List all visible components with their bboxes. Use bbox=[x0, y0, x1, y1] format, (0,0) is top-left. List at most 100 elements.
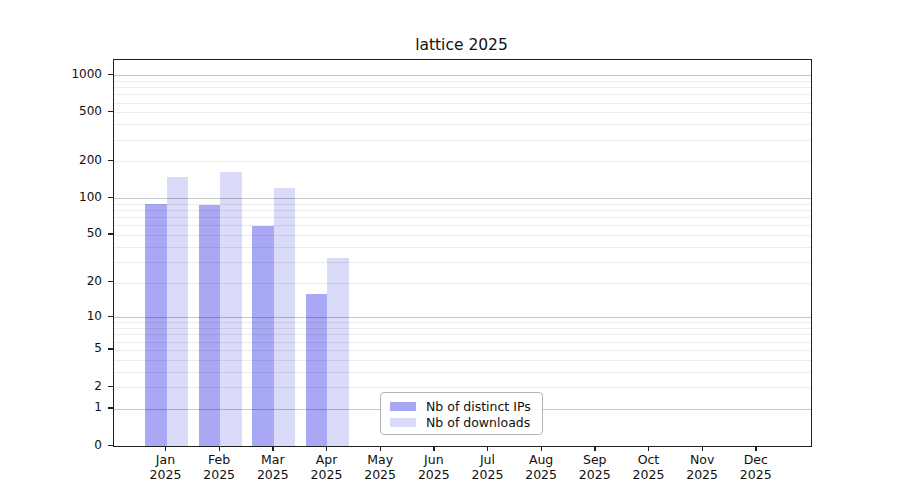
bar-downloads-feb bbox=[220, 172, 242, 446]
y-tick-label: 0 bbox=[44, 438, 102, 453]
gridline-minor bbox=[114, 112, 811, 113]
gridline-minor bbox=[114, 328, 811, 329]
y-tick-mark bbox=[108, 281, 113, 282]
y-tick-mark bbox=[108, 445, 113, 446]
gridline-minor bbox=[114, 87, 811, 88]
x-tick-mark bbox=[702, 446, 703, 451]
figure: lattice 2025 01251020501002005001000Jan2… bbox=[0, 0, 900, 500]
x-tick-year: 2025 bbox=[513, 468, 569, 483]
x-tick-month: Mar bbox=[245, 453, 301, 468]
y-tick-label: 200 bbox=[44, 153, 102, 168]
gridline-minor bbox=[114, 124, 811, 125]
x-tick-month: Sep bbox=[567, 453, 623, 468]
x-tick-label: Feb2025 bbox=[191, 453, 247, 482]
x-tick-month: Nov bbox=[674, 453, 730, 468]
y-tick-mark bbox=[108, 197, 113, 198]
x-tick-year: 2025 bbox=[459, 468, 515, 483]
x-tick-mark bbox=[219, 446, 220, 451]
y-tick-label: 1 bbox=[44, 400, 102, 415]
x-tick-year: 2025 bbox=[674, 468, 730, 483]
y-tick-label: 5 bbox=[44, 341, 102, 356]
gridline-major bbox=[114, 75, 811, 76]
gridline-minor bbox=[114, 225, 811, 226]
x-tick-label: May2025 bbox=[352, 453, 408, 482]
x-tick-year: 2025 bbox=[138, 468, 194, 483]
x-tick-label: Jan2025 bbox=[138, 453, 194, 482]
y-tick-mark bbox=[108, 74, 113, 75]
y-tick-mark bbox=[108, 111, 113, 112]
x-tick-label: Nov2025 bbox=[674, 453, 730, 482]
y-tick-mark bbox=[108, 233, 113, 234]
x-tick-month: Dec bbox=[728, 453, 784, 468]
gridline-minor bbox=[114, 247, 811, 248]
y-tick-mark bbox=[108, 316, 113, 317]
gridline-minor bbox=[114, 283, 811, 284]
x-tick-label: Oct2025 bbox=[620, 453, 676, 482]
y-tick-mark bbox=[108, 160, 113, 161]
y-tick-mark bbox=[108, 407, 113, 408]
y-tick-label: 2 bbox=[44, 379, 102, 394]
x-tick-month: Jul bbox=[459, 453, 515, 468]
gridline-minor bbox=[114, 372, 811, 373]
x-tick-mark bbox=[594, 446, 595, 451]
legend-swatch-downloads bbox=[390, 418, 416, 427]
x-tick-mark bbox=[272, 446, 273, 451]
legend-label: Nb of downloads bbox=[426, 415, 530, 430]
x-tick-label: Sep2025 bbox=[567, 453, 623, 482]
gridline-minor bbox=[114, 140, 811, 141]
gridline-minor bbox=[114, 350, 811, 351]
x-tick-month: Oct bbox=[620, 453, 676, 468]
x-tick-mark bbox=[380, 446, 381, 451]
x-tick-month: Feb bbox=[191, 453, 247, 468]
gridline-minor bbox=[114, 94, 811, 95]
gridline-minor bbox=[114, 334, 811, 335]
y-tick-mark bbox=[108, 386, 113, 387]
x-tick-month: Apr bbox=[298, 453, 354, 468]
legend-swatch-distinct-ips bbox=[390, 402, 416, 411]
x-tick-month: May bbox=[352, 453, 408, 468]
x-tick-year: 2025 bbox=[620, 468, 676, 483]
x-tick-month: Aug bbox=[513, 453, 569, 468]
x-tick-label: Mar2025 bbox=[245, 453, 301, 482]
gridline-minor bbox=[114, 210, 811, 211]
x-tick-year: 2025 bbox=[298, 468, 354, 483]
x-tick-label: Dec2025 bbox=[728, 453, 784, 482]
y-tick-label: 500 bbox=[44, 104, 102, 119]
x-tick-mark bbox=[648, 446, 649, 451]
gridline-minor bbox=[114, 103, 811, 104]
x-tick-year: 2025 bbox=[406, 468, 462, 483]
gridline-minor bbox=[114, 342, 811, 343]
bar-downloads-apr bbox=[327, 258, 349, 446]
x-tick-label: Apr2025 bbox=[298, 453, 354, 482]
gridline-minor bbox=[114, 235, 811, 236]
gridline-minor bbox=[114, 81, 811, 82]
x-tick-month: Jun bbox=[406, 453, 462, 468]
gridline-minor bbox=[114, 262, 811, 263]
gridline-minor bbox=[114, 217, 811, 218]
legend-label: Nb of distinct IPs bbox=[426, 399, 531, 414]
gridline-minor bbox=[114, 204, 811, 205]
x-tick-year: 2025 bbox=[245, 468, 301, 483]
x-tick-label: Jul2025 bbox=[459, 453, 515, 482]
y-tick-label: 100 bbox=[44, 190, 102, 205]
gridline-major bbox=[114, 198, 811, 199]
x-tick-mark bbox=[326, 446, 327, 451]
y-tick-label: 50 bbox=[44, 226, 102, 241]
y-tick-label: 10 bbox=[44, 309, 102, 324]
x-tick-mark bbox=[165, 446, 166, 451]
bar-distinct-ips-mar bbox=[252, 226, 274, 446]
x-tick-mark bbox=[755, 446, 756, 451]
gridline-minor bbox=[114, 387, 811, 388]
x-tick-year: 2025 bbox=[352, 468, 408, 483]
x-tick-year: 2025 bbox=[567, 468, 623, 483]
x-tick-label: Jun2025 bbox=[406, 453, 462, 482]
y-tick-label: 20 bbox=[44, 274, 102, 289]
gridline-minor bbox=[114, 161, 811, 162]
legend-row: Nb of distinct IPs bbox=[390, 398, 533, 414]
legend: Nb of distinct IPsNb of downloads bbox=[380, 392, 543, 435]
x-tick-mark bbox=[541, 446, 542, 451]
x-tick-year: 2025 bbox=[191, 468, 247, 483]
x-tick-year: 2025 bbox=[728, 468, 784, 483]
x-tick-label: Aug2025 bbox=[513, 453, 569, 482]
x-tick-mark bbox=[487, 446, 488, 451]
